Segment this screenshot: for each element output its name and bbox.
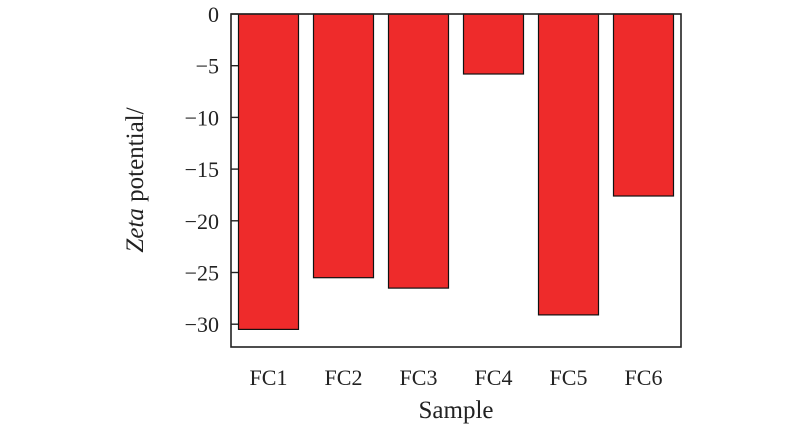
- y-tick-label: −5: [196, 54, 219, 79]
- x-axis-title: Sample: [419, 397, 494, 424]
- axis-layer: [230, 13, 682, 348]
- bar-fc4: [462, 13, 525, 75]
- y-tick-label: −25: [185, 261, 219, 286]
- bar-fc5: [537, 13, 600, 316]
- x-tick-label-fc6: FC6: [625, 365, 663, 390]
- bar-fc1: [237, 13, 300, 330]
- x-tick-label-fc1: FC1: [250, 365, 288, 390]
- y-tick-label: −20: [185, 209, 219, 234]
- x-tick-label-fc5: FC5: [550, 365, 588, 390]
- bar-fc6: [612, 13, 675, 197]
- y-tick-label: 0: [208, 2, 219, 27]
- x-tick-label-fc3: FC3: [400, 365, 438, 390]
- x-tick-label-fc2: FC2: [325, 365, 363, 390]
- y-tick-label: −30: [185, 312, 219, 337]
- x-ticks-layer: FC1 FC2 FC3 FC4 FC5 FC6: [250, 365, 663, 390]
- y-axis-title-italic: Zeta: [122, 208, 149, 252]
- y-axis-title: Zeta potential/: [122, 107, 149, 252]
- bar-fc2: [312, 13, 375, 279]
- y-tick-label: −10: [185, 105, 219, 130]
- plot-frame: [230, 13, 682, 348]
- bar-fc3: [387, 13, 450, 289]
- y-ticks-layer: 0 −5 −10 −15 −20 −25 −30: [185, 2, 238, 337]
- x-tick-label-fc4: FC4: [475, 365, 513, 390]
- bars-layer: [237, 13, 675, 330]
- y-axis-title-rest: potential/: [122, 107, 149, 208]
- y-tick-label: −15: [185, 157, 219, 182]
